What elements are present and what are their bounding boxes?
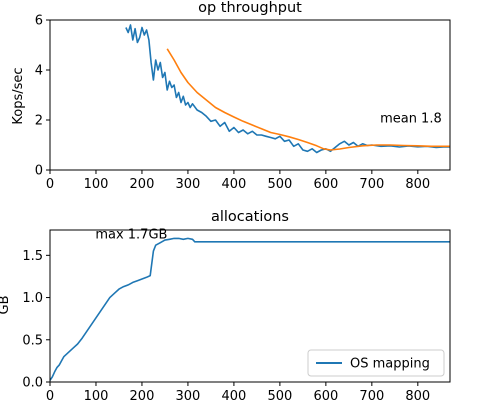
allocations-annotations: max 1.7GB xyxy=(95,227,167,242)
throughput-xtick-label: 700 xyxy=(359,177,384,192)
throughput-annotation: mean 1.8 xyxy=(380,112,442,127)
throughput-annotations: mean 1.8 xyxy=(380,112,442,127)
allocations-xtick-label: 500 xyxy=(267,389,292,400)
allocations-series-line-0 xyxy=(49,237,450,381)
throughput-xtick-label: 400 xyxy=(221,177,246,192)
throughput-xtick-label: 100 xyxy=(84,177,109,192)
throughput-xtick-label: 800 xyxy=(405,177,430,192)
throughput-xtick-label: 0 xyxy=(46,177,54,192)
allocations-xtick-label: 800 xyxy=(405,389,430,400)
allocations-ylabel: GB xyxy=(0,296,12,315)
throughput-xtick-label: 600 xyxy=(313,177,338,192)
throughput-ticks: 0 100 200 300 400 500 600 700 800 0 2 4 6 xyxy=(35,14,431,193)
allocations-xtick-label: 300 xyxy=(176,389,201,400)
throughput-ylabel: Kops/sec xyxy=(11,67,26,124)
legend-box xyxy=(307,349,445,377)
throughput-xtick-label: 500 xyxy=(267,177,292,192)
allocations-panel: allocations GB max 1.7GB 0 100 200 300 400 50… xyxy=(0,209,451,400)
allocations-xtick-label: 700 xyxy=(359,389,384,400)
allocations-ytick-label: 0.0 xyxy=(22,376,43,391)
throughput-ytick-label: 6 xyxy=(35,14,43,29)
throughput-xtick-label: 300 xyxy=(176,177,201,192)
allocations-title: allocations xyxy=(211,209,289,225)
throughput-series-line-1 xyxy=(166,48,450,151)
allocations-legend: OS mapping xyxy=(307,349,445,377)
allocations-plot-frame xyxy=(49,229,451,383)
throughput-series-layer xyxy=(125,24,451,154)
throughput-panel: op throughput Kops/sec mean 1.8 0 100 200 3… xyxy=(11,0,451,193)
allocations-ytick-label: 1.0 xyxy=(22,291,43,306)
allocations-xtick-label: 0 xyxy=(46,389,54,400)
throughput-ytick-label: 2 xyxy=(35,114,43,129)
throughput-title: op throughput xyxy=(198,0,302,16)
allocations-ytick-label: 0.5 xyxy=(22,333,43,348)
allocations-xtick-label: 100 xyxy=(84,389,109,400)
throughput-ytick-label: 0 xyxy=(35,164,43,179)
throughput-plot-frame xyxy=(49,19,451,171)
allocations-ytick-label: 1.5 xyxy=(22,249,43,264)
throughput-series-line-0 xyxy=(125,24,451,154)
allocations-ticks: 0 100 200 300 400 500 600 700 800 0.0 0.5 1.0 1.5 xyxy=(22,249,430,400)
throughput-xtick-label: 200 xyxy=(130,177,155,192)
throughput-ytick-label: 4 xyxy=(35,64,43,79)
allocations-xtick-label: 400 xyxy=(221,389,246,400)
allocations-annotation: max 1.7GB xyxy=(95,227,167,242)
legend-label: OS mapping xyxy=(350,357,430,372)
allocations-xtick-label: 200 xyxy=(130,389,155,400)
allocations-xtick-label: 600 xyxy=(313,389,338,400)
allocations-series-layer xyxy=(49,237,450,381)
